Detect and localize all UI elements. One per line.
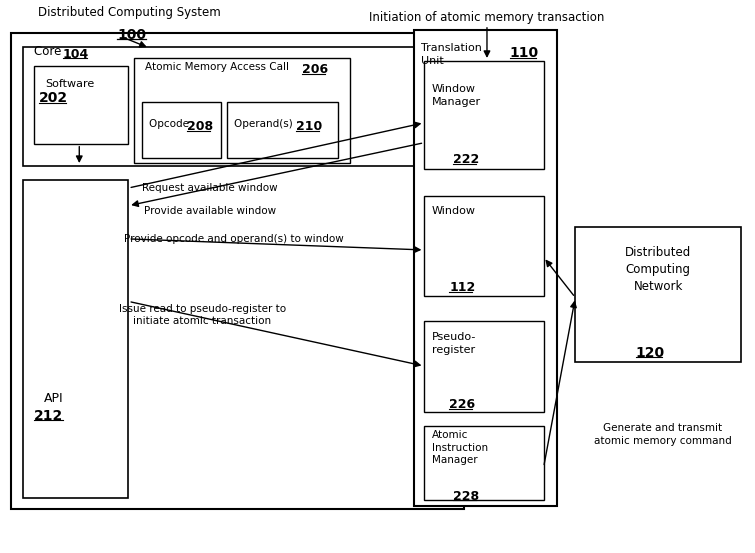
Text: API: API — [44, 392, 63, 405]
Text: 112: 112 — [449, 281, 476, 294]
FancyBboxPatch shape — [23, 180, 128, 498]
FancyBboxPatch shape — [23, 47, 449, 166]
Text: 120: 120 — [636, 346, 665, 360]
Text: 208: 208 — [187, 119, 214, 133]
Text: 210: 210 — [296, 119, 322, 133]
FancyBboxPatch shape — [424, 426, 544, 500]
FancyBboxPatch shape — [134, 58, 350, 163]
FancyBboxPatch shape — [414, 30, 557, 506]
Text: Pseudo-
register: Pseudo- register — [432, 332, 476, 355]
Text: Provide opcode and operand(s) to window: Provide opcode and operand(s) to window — [124, 234, 344, 244]
Text: Operand(s): Operand(s) — [234, 119, 296, 129]
Text: 212: 212 — [34, 409, 63, 423]
Text: Opcode: Opcode — [149, 119, 196, 129]
Text: Window
Manager: Window Manager — [432, 84, 481, 107]
Text: Software: Software — [45, 79, 94, 89]
Text: 222: 222 — [453, 153, 479, 166]
FancyBboxPatch shape — [575, 227, 741, 362]
Text: Atomic
Instruction
Manager: Atomic Instruction Manager — [432, 430, 488, 465]
Text: 206: 206 — [302, 63, 328, 76]
FancyBboxPatch shape — [424, 61, 544, 169]
Text: Initiation of atomic memory transaction: Initiation of atomic memory transaction — [369, 11, 605, 24]
Text: Distributed
Computing
Network: Distributed Computing Network — [625, 246, 692, 293]
Text: Distributed Computing System: Distributed Computing System — [38, 6, 220, 19]
Text: initiate atomic transaction: initiate atomic transaction — [134, 316, 271, 326]
Text: 228: 228 — [453, 489, 479, 503]
FancyBboxPatch shape — [424, 321, 544, 412]
Text: Issue read to pseudo-register to: Issue read to pseudo-register to — [119, 304, 286, 314]
FancyBboxPatch shape — [424, 196, 544, 296]
Text: 110: 110 — [510, 46, 539, 60]
Text: Request available window: Request available window — [142, 183, 278, 193]
Text: 226: 226 — [449, 398, 476, 411]
Text: 100: 100 — [117, 28, 146, 43]
Text: 202: 202 — [39, 91, 69, 106]
Text: Generate and transmit
atomic memory command: Generate and transmit atomic memory comm… — [594, 422, 732, 446]
Text: Provide available window: Provide available window — [144, 206, 276, 216]
FancyBboxPatch shape — [142, 102, 221, 158]
Text: Atomic Memory Access Call: Atomic Memory Access Call — [145, 62, 289, 72]
Text: 104: 104 — [63, 48, 89, 61]
FancyBboxPatch shape — [11, 33, 464, 509]
FancyBboxPatch shape — [34, 66, 128, 144]
Text: Translation
Unit: Translation Unit — [421, 43, 482, 66]
Text: Core: Core — [34, 45, 69, 59]
FancyBboxPatch shape — [226, 102, 338, 158]
Text: Window: Window — [432, 206, 476, 216]
